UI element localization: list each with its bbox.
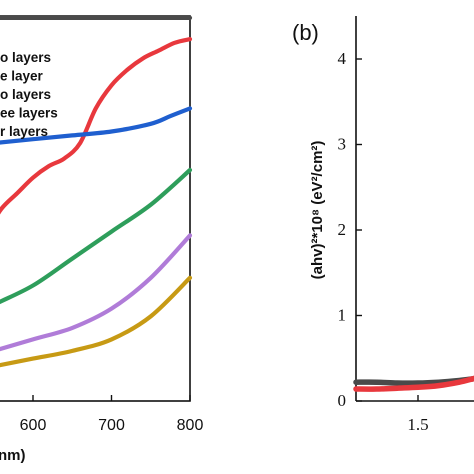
left-series-line-5 [0,275,193,368]
right-y-tick-label: 4 [338,49,347,68]
right-y-tick-label: 1 [338,306,347,325]
right-y-tick-label: 0 [338,391,347,410]
left-series-line-3 [0,167,193,305]
left-series-line-2 [0,106,193,145]
right-y-tick-label: 2 [338,220,347,239]
right-series-line-1 [353,375,474,392]
right-x-tick-label: 1.5 [407,415,428,434]
legend-entry: o layers [0,87,51,102]
left-series-lines [0,15,193,368]
legend-entry: o layers [0,50,51,65]
left-x-tick-label: 600 [20,417,47,434]
left-series-line-1 [0,37,193,215]
legend-entry: e layer [0,69,44,84]
right-chart-panel: 0 1 2 3 4 1.5 (b) (ahv)²*10⁸ (eV²/cm²) [292,16,474,434]
panel-label-b: (b) [292,20,319,45]
left-chart-panel: 600 700 800 o layers e layer o layers ee laye… [0,15,204,464]
left-x-axis-label: nm) [0,447,26,464]
left-x-tick-label: 800 [177,417,204,434]
left-legend: o layers e layer o layers ee layers r layers [0,50,58,139]
right-y-tick-label: 3 [338,135,347,154]
legend-entry: ee layers [0,106,58,121]
right-y-axis-label: (ahv)²*10⁸ (eV²/cm²) [309,141,326,280]
left-x-tick-label: 700 [98,417,125,434]
right-series-lines [353,375,474,392]
right-series-line-0 [353,375,474,386]
right-axis-ticks: 0 1 2 3 4 1.5 [338,49,429,434]
legend-entry: r layers [0,124,48,139]
left-series-line-4 [0,233,193,352]
left-x-ticks: 600 700 800 [20,395,204,434]
